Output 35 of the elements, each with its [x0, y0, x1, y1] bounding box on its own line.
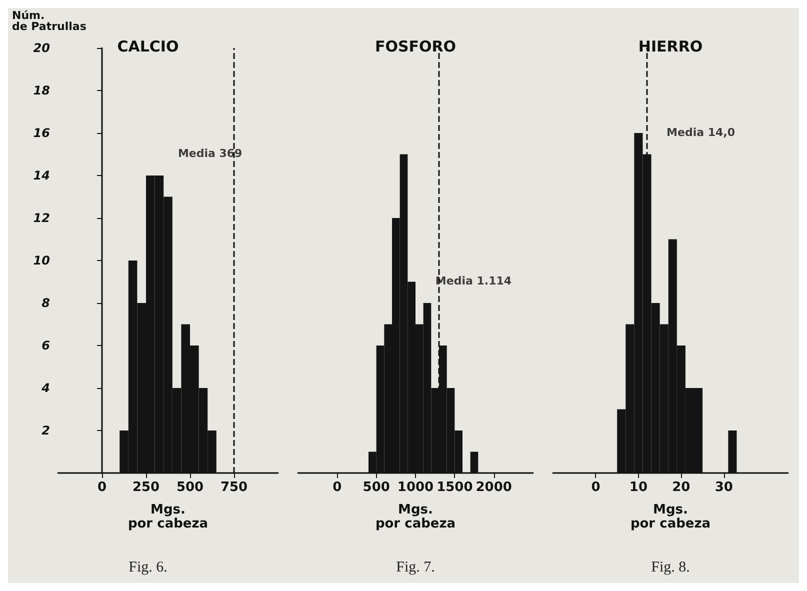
- chart-title: HIERRO: [638, 38, 703, 56]
- x-tick-label: 30: [714, 480, 733, 495]
- x-tick-label: 2000: [476, 480, 512, 495]
- annotation: Media 369: [178, 147, 242, 160]
- y-tick-label: 12: [33, 211, 50, 225]
- x-tick-label: 500: [362, 480, 390, 495]
- x-tick-label: 1500: [436, 480, 473, 495]
- y-tick-label: 16: [33, 126, 50, 140]
- y-axis-title: Núm. de Patrullas: [12, 9, 87, 33]
- y-tick-label: 4: [40, 381, 50, 395]
- x-tick-label: 0: [591, 480, 600, 495]
- annotation: Media 14,0: [666, 126, 736, 139]
- x-axis-title: Mgs. por cabeza: [630, 502, 711, 532]
- x-tick-label: 0: [97, 480, 107, 495]
- caption: Fig. 8.: [651, 560, 690, 576]
- x-tick-label: 250: [132, 480, 160, 495]
- y-tick-label: 8: [42, 296, 50, 310]
- x-tick-label: 0: [332, 480, 342, 495]
- x-tick-label: 20: [672, 480, 690, 495]
- x-tick-label: 1000: [397, 480, 434, 495]
- x-tick-label: 500: [176, 480, 204, 495]
- y-tick-label: 6: [42, 338, 50, 352]
- chart-title: CALCIO: [117, 38, 179, 56]
- y-tick-label: 20: [33, 41, 50, 55]
- x-axis-title: Mgs. por cabeza: [375, 502, 456, 532]
- y-tick-label: 10: [33, 254, 50, 268]
- y-tick-label: 14: [33, 168, 50, 182]
- y-tick-label: 2: [42, 424, 50, 438]
- chart-title: FOSFORO: [374, 38, 456, 56]
- caption: Fig. 6.: [128, 560, 168, 576]
- x-tick-label: 750: [220, 480, 248, 495]
- y-tick-label: 18: [33, 84, 50, 98]
- x-tick-label: 10: [629, 480, 648, 495]
- x-axis-title: Mgs. por cabeza: [128, 502, 208, 532]
- caption: Fig. 7.: [396, 560, 435, 576]
